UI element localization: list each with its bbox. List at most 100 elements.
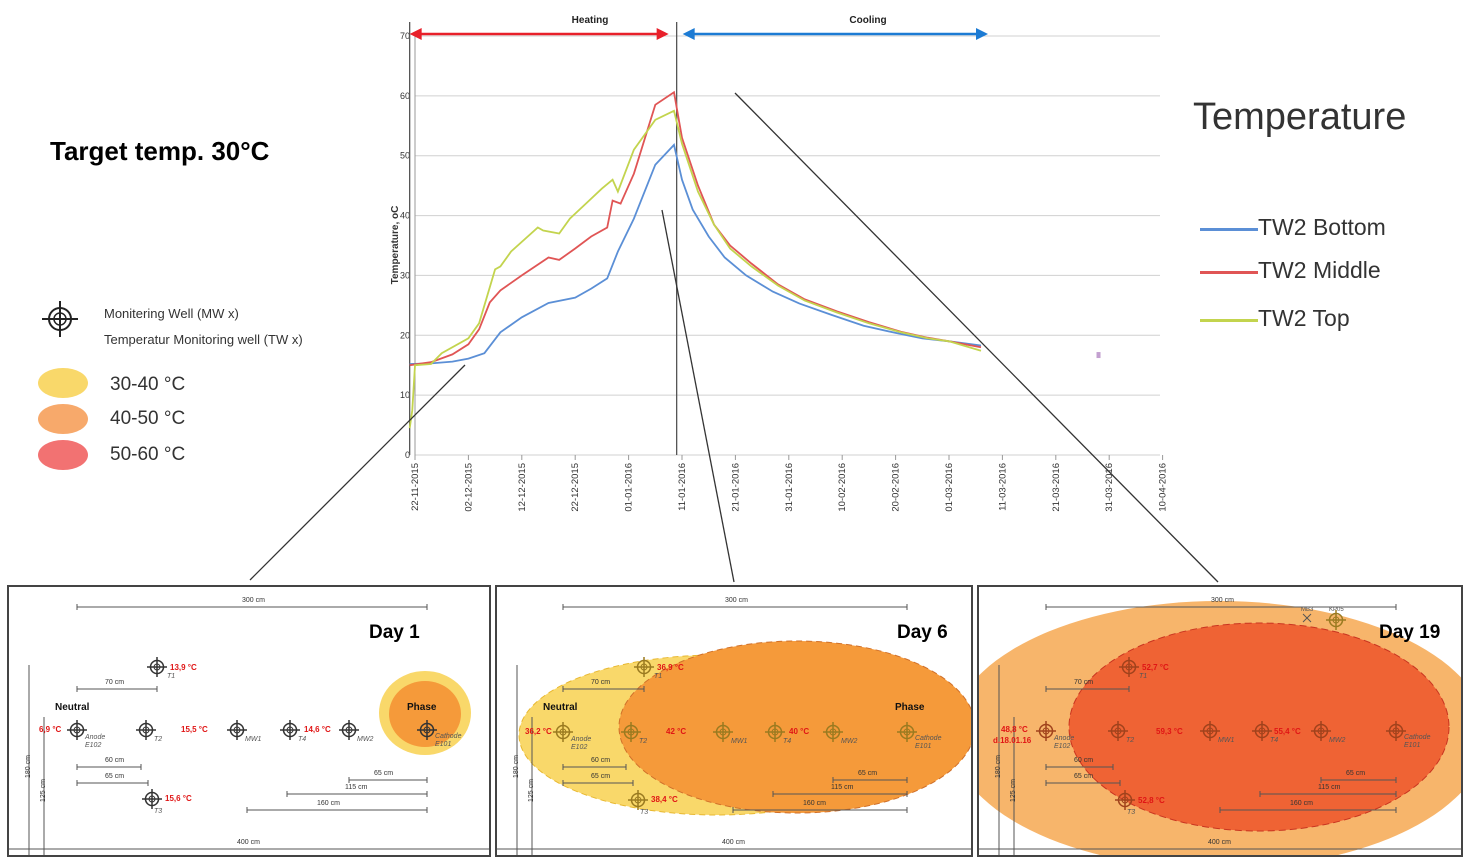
legend-range-40-50: 40-50 °C	[110, 408, 186, 429]
well-label: Cathode E101	[1404, 734, 1431, 749]
temperature-reading: 38,4 °C	[651, 795, 678, 804]
crosshair-well-icon	[339, 720, 359, 740]
legend-blob-50-60	[38, 440, 88, 470]
legend-range-30-40: 30-40 °C	[110, 374, 186, 395]
temperature-reading: 6,9 °C	[39, 725, 62, 734]
well-label: MW1	[1218, 737, 1235, 744]
phase-arrow-head	[409, 28, 422, 40]
legend-swatch	[1200, 319, 1258, 322]
x-tick-label: 20-02-2016	[891, 463, 902, 512]
well-label: MW2	[357, 736, 374, 743]
x-tick-label: 11-03-2016	[997, 463, 1008, 511]
panel-day-1: Day 1 300 cm 70 cm 60 cm 65 cm 65 cm 115 cm 16…	[7, 585, 491, 857]
x-tick-label: 10-02-2016	[837, 463, 848, 512]
day-label: Day 19	[1379, 622, 1441, 643]
legend-blob-40-50	[38, 404, 88, 434]
day-label: Day 1	[369, 622, 420, 643]
legend-label: TW2 Middle	[1258, 257, 1381, 283]
neutral-label: Neutral	[543, 702, 578, 713]
crosshair-well-icon	[628, 790, 648, 810]
phase-arrows: Heating Cooling	[409, 15, 988, 40]
phase-label-heating: Heating	[572, 15, 609, 26]
dimension-label: 65 cm	[591, 773, 611, 780]
x-tick-label: 22-12-2015	[570, 463, 581, 512]
legend-label: TW2 Top	[1258, 305, 1350, 331]
legend-tw-label: Temperatur Monitoring well (TW x)	[104, 332, 303, 347]
chart-axes: 0 10 20 30 40 50 60 70 22-11-2015 02-12-2015 12-12…	[390, 22, 1169, 512]
well-label: MW1	[731, 738, 748, 745]
crosshair-well-icon	[1311, 721, 1331, 741]
y-tick-label: 50	[400, 151, 410, 161]
y-tick-label: 70	[400, 31, 410, 41]
legend-label: TW2 Bottom	[1258, 214, 1386, 240]
temperature-reading: 55,4 °C	[1274, 727, 1301, 736]
crosshair-well-icon	[823, 722, 843, 742]
dimension-label: 400 cm	[237, 839, 260, 846]
dimension-label: 300 cm	[725, 597, 748, 604]
y-tick-label: 60	[400, 91, 410, 101]
well-label: T1	[1139, 673, 1148, 680]
dimension-label: 115 cm	[1318, 784, 1341, 791]
dimension-label: 180 cm	[512, 755, 520, 778]
dimension-label: 300 cm	[242, 597, 265, 604]
well-label: T4	[298, 736, 307, 743]
panel-day-19: Day 19 300 cm 70 cm 60 cm 65 cm 65 cm 115 cm 1…	[977, 585, 1463, 857]
crosshair-well-icon	[1252, 721, 1272, 741]
chart-title: Temperature	[1193, 96, 1407, 138]
series-line	[409, 143, 982, 365]
temperature-reading: 52,8 °C	[1138, 796, 1165, 805]
target-temp-label: Target temp. 30°C	[50, 136, 270, 166]
chart-series	[408, 90, 1101, 429]
legend-range-50-60: 50-60 °C	[110, 444, 186, 465]
dimension-label: 70 cm	[591, 679, 611, 686]
well-label: T3	[1127, 809, 1136, 816]
well-label: MW1	[245, 736, 262, 743]
crosshair-well-icon	[1326, 610, 1346, 630]
well-label: T2	[154, 736, 163, 743]
dimension-label: 400 cm	[722, 839, 745, 846]
x-tick-label: 21-01-2016	[730, 463, 741, 512]
well-label: T3	[154, 808, 163, 815]
dimension-label: 65 cm	[858, 770, 878, 777]
x-marker	[1302, 613, 1312, 623]
phase-arrow-head	[682, 28, 695, 40]
crosshair-well-icon	[553, 722, 573, 742]
crosshair-well-icon	[227, 720, 247, 740]
phase-label: Phase	[407, 702, 437, 713]
connector-line	[661, 209, 735, 583]
well-label: MB3	[1301, 607, 1314, 613]
well-label: Anode E102	[571, 736, 592, 751]
crosshair-well-icon	[1108, 721, 1128, 741]
crosshair-well-icon	[136, 720, 156, 740]
well-label: Cathode E101	[435, 733, 462, 748]
dimension-label: 180 cm	[24, 755, 32, 778]
temperature-reading: 40 °C	[789, 727, 810, 736]
phase-label: Phase	[895, 702, 925, 713]
site-plan-day-6	[497, 604, 971, 855]
panel-day-6: Day 6 300 cm 70 cm 60 cm 65 cm 65 cm 115 cm 16…	[495, 585, 973, 857]
connector-line	[249, 364, 466, 581]
well-label: MW2	[1329, 737, 1346, 744]
dimension-label: 65 cm	[1346, 770, 1366, 777]
well-label: T1	[654, 673, 663, 680]
temperature-reading: 15,5 °C	[181, 725, 208, 734]
dimension-label: 400 cm	[1208, 839, 1231, 846]
temperature-reading: 13,9 °C	[170, 663, 197, 672]
x-tick-label: 31-03-2016	[1104, 463, 1115, 512]
crosshair-well-icon	[1036, 721, 1056, 741]
chart-grid	[415, 35, 1160, 456]
well-label: Anode E102	[1054, 735, 1075, 750]
temperature-reading: 36,9 °C	[657, 663, 684, 672]
legend-mw-label: Monitering Well (MW x)	[104, 306, 239, 321]
x-tick-label: 01-03-2016	[944, 463, 955, 512]
x-tick-label: 21-03-2016	[1051, 463, 1062, 512]
well-label: Anode E102	[85, 734, 106, 749]
dimension-label: 65 cm	[105, 773, 125, 780]
crosshair-well-icon	[765, 722, 785, 742]
crosshair-well-icon	[67, 720, 87, 740]
dimension-label: 160 cm	[803, 800, 826, 807]
well-legend: Monitering Well (MW x) Temperatur Monito…	[38, 292, 368, 482]
well-label: T2	[1126, 737, 1135, 744]
dimension-label: 160 cm	[1290, 800, 1313, 807]
